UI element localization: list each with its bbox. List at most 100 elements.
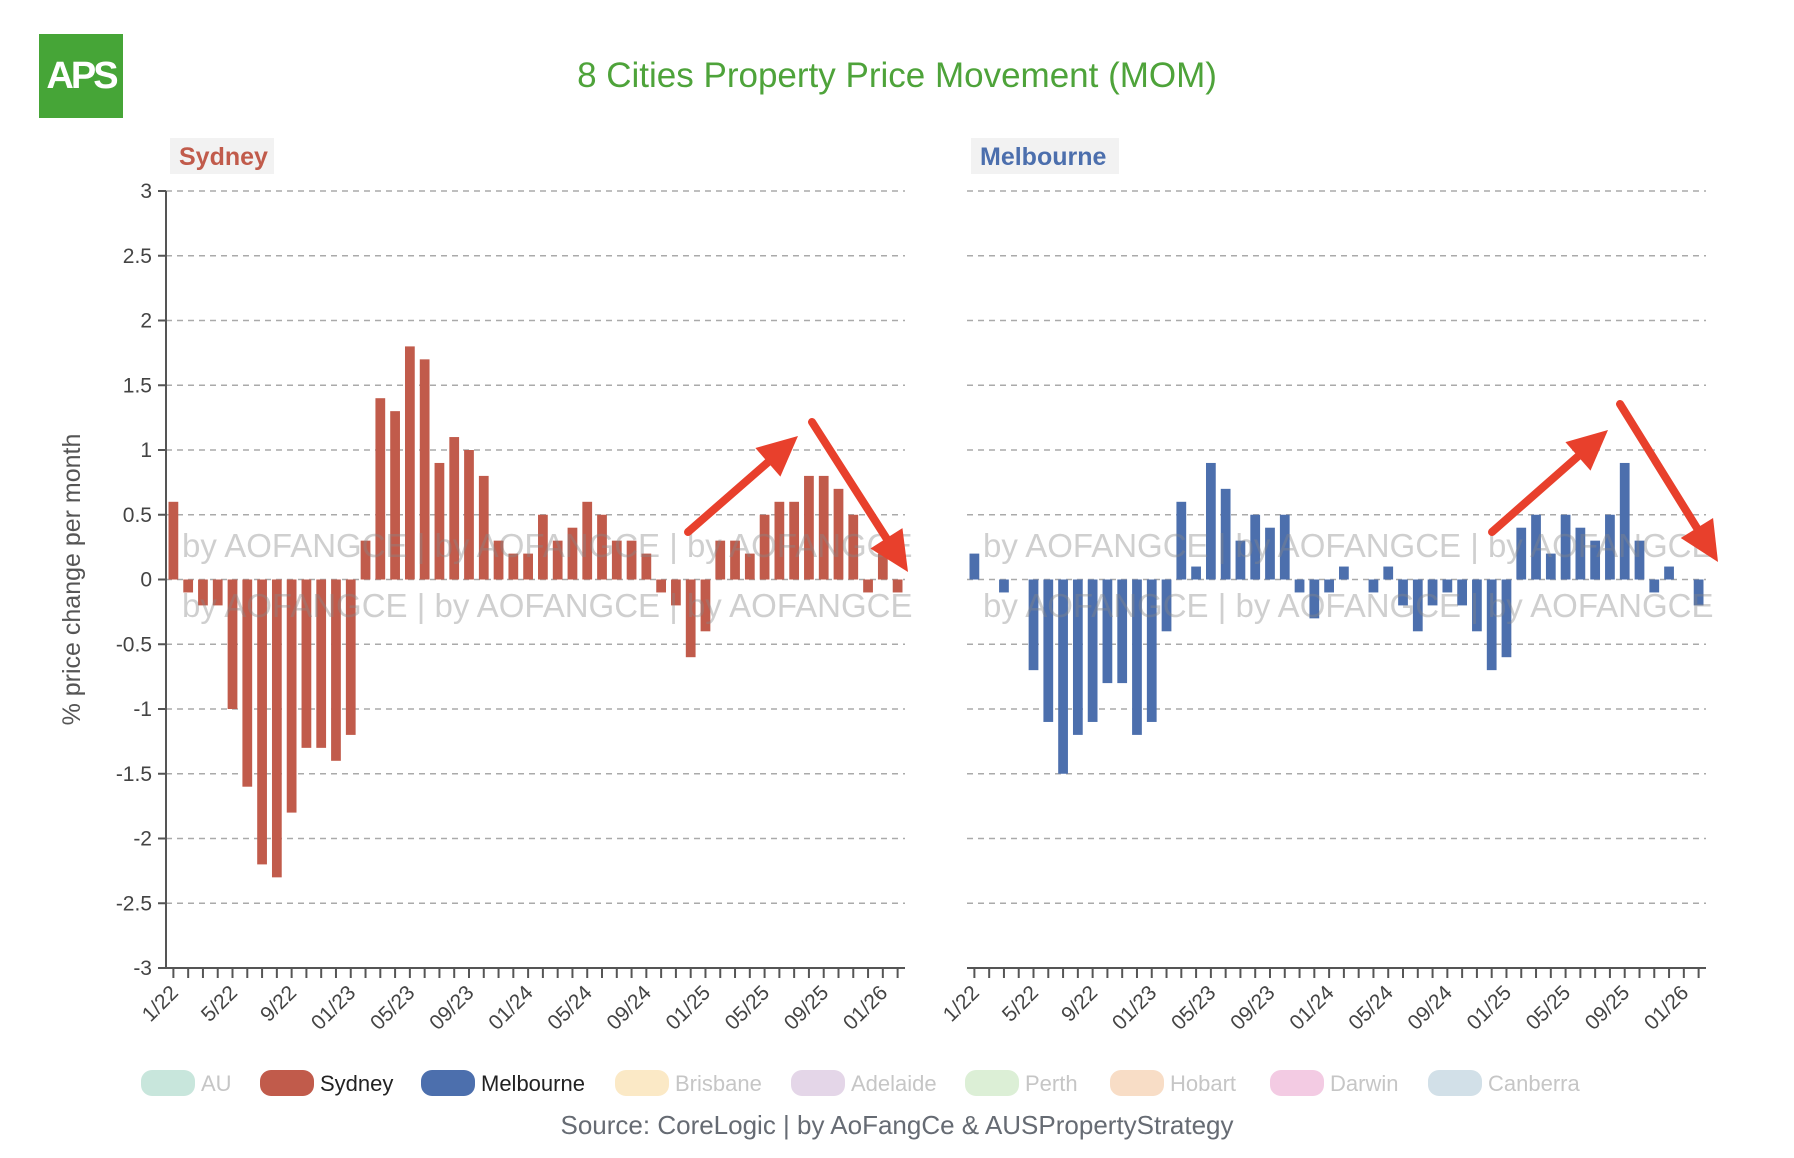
melbourne-bar bbox=[1191, 566, 1201, 580]
sydney-bar bbox=[523, 553, 533, 580]
sydney-x-tick-label: 05/23 bbox=[366, 981, 419, 1034]
melbourne-bar bbox=[1235, 540, 1246, 580]
melbourne-bar bbox=[1102, 579, 1113, 684]
legend-swatch-brisbane[interactable] bbox=[615, 1070, 669, 1096]
sydney-bar bbox=[538, 514, 548, 580]
melbourne-bar bbox=[1545, 553, 1556, 580]
melbourne-bar bbox=[1279, 514, 1290, 580]
aps-logo: APS bbox=[39, 34, 123, 118]
sydney-bar bbox=[626, 540, 637, 580]
legend-item-darwin[interactable]: Darwin bbox=[1330, 1071, 1398, 1096]
sydney-bar bbox=[641, 553, 652, 580]
sydney-bar bbox=[877, 553, 888, 580]
legend-item-sydney[interactable]: Sydney bbox=[320, 1071, 393, 1096]
melbourne-bar bbox=[1649, 579, 1660, 593]
y-tick-label: 0.5 bbox=[123, 504, 152, 527]
melbourne-bar bbox=[1265, 527, 1275, 580]
legend-swatch-darwin[interactable] bbox=[1270, 1070, 1324, 1096]
sydney-bar bbox=[611, 540, 622, 580]
sydney-x-tick-label: 01/26 bbox=[839, 981, 892, 1034]
melbourne-x-tick-label: 01/24 bbox=[1285, 981, 1339, 1035]
sydney-bar bbox=[301, 579, 312, 748]
melbourne-bar bbox=[1294, 579, 1305, 593]
sydney-bar bbox=[198, 579, 208, 606]
melbourne-bar bbox=[1486, 579, 1497, 671]
legend-item-perth[interactable]: Perth bbox=[1025, 1071, 1078, 1096]
melbourne-bar bbox=[1250, 514, 1261, 580]
melbourne-bar bbox=[1398, 579, 1408, 606]
melbourne-bar bbox=[1619, 462, 1630, 580]
sydney-x-tick-label: 09/23 bbox=[425, 981, 478, 1034]
sydney-bar bbox=[449, 437, 460, 580]
sydney-bar bbox=[567, 527, 578, 580]
sydney-bar bbox=[818, 475, 829, 580]
legend-swatch-sydney[interactable] bbox=[260, 1070, 314, 1096]
melbourne-bar bbox=[1427, 579, 1438, 606]
legend-swatch-melbourne[interactable] bbox=[421, 1070, 475, 1096]
legend-item-melbourne[interactable]: Melbourne bbox=[481, 1071, 585, 1096]
sydney-bar bbox=[316, 579, 327, 748]
sydney-x-tick-label: 1/22 bbox=[138, 981, 183, 1026]
y-tick-label: 2.5 bbox=[123, 245, 152, 268]
sydney-watermark: by AOFANGCE | by AOFANGCE | by AOFANGCE bbox=[182, 527, 913, 564]
y-tick-label: 1 bbox=[140, 439, 152, 462]
sydney-bar bbox=[715, 540, 726, 580]
sydney-x-tick-label: 01/25 bbox=[662, 981, 715, 1034]
melbourne-bar bbox=[1087, 579, 1098, 722]
sydney-bar bbox=[863, 579, 873, 593]
melbourne-bar bbox=[1161, 579, 1172, 632]
melbourne-bar bbox=[1457, 579, 1468, 606]
melbourne-x-tick-label: 05/24 bbox=[1344, 981, 1398, 1035]
trend-arrow bbox=[1488, 452, 1582, 536]
sydney-bar bbox=[404, 346, 415, 580]
melbourne-panel-title-bg bbox=[971, 138, 1119, 174]
sydney-bar bbox=[508, 553, 519, 580]
sydney-bar bbox=[848, 514, 859, 580]
melbourne-bar bbox=[1028, 579, 1039, 671]
legend-swatch-adelaide[interactable] bbox=[791, 1070, 845, 1096]
y-tick-label: -2 bbox=[133, 828, 152, 851]
sydney-bar bbox=[774, 501, 785, 580]
legend-item-brisbane[interactable]: Brisbane bbox=[675, 1071, 762, 1096]
sydney-bar bbox=[478, 475, 489, 580]
melbourne-x-tick-label: 05/25 bbox=[1522, 981, 1575, 1034]
sydney-bar bbox=[833, 488, 844, 580]
sydney-x-tick-label: 9/22 bbox=[256, 981, 301, 1026]
sydney-bar bbox=[685, 579, 696, 658]
melbourne-bar bbox=[1176, 501, 1187, 580]
sydney-bar bbox=[257, 579, 267, 865]
legend-swatch-canberra[interactable] bbox=[1428, 1070, 1482, 1096]
legend-swatch-perth[interactable] bbox=[965, 1070, 1019, 1096]
sydney-bar bbox=[183, 579, 194, 593]
y-tick-label: -2.5 bbox=[116, 892, 152, 915]
legend-swatch-hobart[interactable] bbox=[1110, 1070, 1164, 1096]
sydney-bar bbox=[464, 450, 474, 580]
legend-item-hobart[interactable]: Hobart bbox=[1170, 1071, 1236, 1096]
melbourne-bar bbox=[1442, 579, 1453, 593]
sydney-panel-title-bg bbox=[170, 138, 274, 174]
y-tick-label: -3 bbox=[133, 957, 152, 980]
melbourne-x-tick-label: 09/24 bbox=[1403, 981, 1457, 1035]
legend-swatch-au[interactable] bbox=[141, 1070, 195, 1096]
sydney-x-tick-label: 09/24 bbox=[602, 981, 656, 1035]
melbourne-bar bbox=[1634, 540, 1645, 580]
legend-item-au[interactable]: AU bbox=[201, 1071, 232, 1096]
sydney-bar bbox=[656, 579, 667, 593]
source-caption: Source: CoreLogic | by AoFangCe & AUSPro… bbox=[560, 1110, 1234, 1140]
melbourne-bar bbox=[1043, 579, 1054, 722]
sydney-bar bbox=[331, 579, 341, 761]
melbourne-x-tick-label: 9/22 bbox=[1057, 981, 1102, 1026]
melbourne-bar bbox=[1664, 566, 1674, 580]
legend-item-adelaide[interactable]: Adelaide bbox=[851, 1071, 937, 1096]
y-tick-label: 0 bbox=[140, 569, 152, 592]
melbourne-watermark: by AOFANGCE | by AOFANGCE | by AOFANGCE bbox=[983, 527, 1714, 564]
sydney-bar bbox=[892, 579, 903, 593]
melbourne-watermark: by AOFANGCE | by AOFANGCE | by AOFANGCE bbox=[983, 587, 1714, 624]
sydney-bar bbox=[360, 540, 371, 580]
melbourne-bar bbox=[1220, 488, 1231, 580]
melbourne-bar bbox=[1072, 579, 1083, 735]
y-axis-label: % price change per month bbox=[58, 434, 86, 726]
melbourne-bar bbox=[1472, 579, 1482, 632]
legend-item-canberra[interactable]: Canberra bbox=[1488, 1071, 1580, 1096]
sydney-bar bbox=[242, 579, 253, 787]
